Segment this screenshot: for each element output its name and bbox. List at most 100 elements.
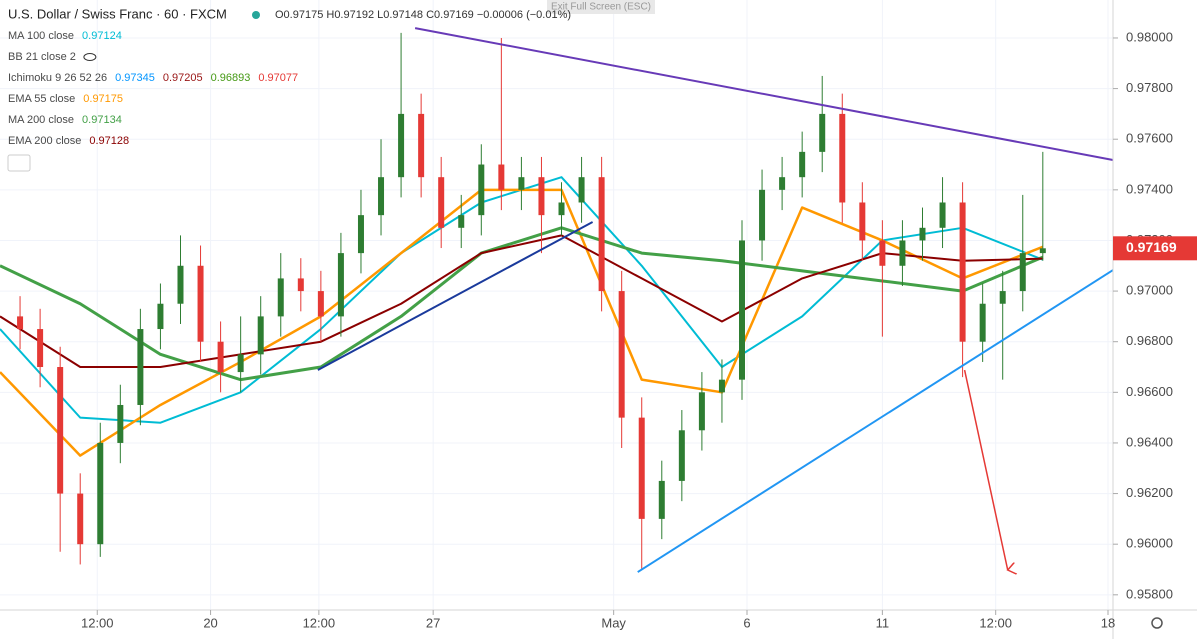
candle-body bbox=[899, 240, 906, 266]
indicator-line bbox=[0, 226, 1044, 382]
candle-body bbox=[779, 177, 786, 190]
legend-name: MA 100 close bbox=[8, 30, 74, 42]
candle-body bbox=[939, 202, 946, 228]
y-tick-label: 0.98000 bbox=[1126, 29, 1173, 44]
candle-body bbox=[77, 493, 84, 545]
candle-body bbox=[618, 291, 625, 418]
legend: MA 100 close 0.97124 BB 21 close 2 Ichimoku… bbox=[8, 30, 298, 147]
plot bbox=[0, 27, 1114, 573]
candle-body bbox=[97, 442, 104, 545]
candle-body bbox=[418, 113, 425, 178]
y-tick-label: 0.97000 bbox=[1126, 283, 1173, 298]
candle-body bbox=[197, 265, 204, 342]
symbol-title: U.S. Dollar / Swiss Franc · 60 · FXCM bbox=[8, 6, 227, 21]
y-tick-label: 0.96400 bbox=[1126, 434, 1173, 449]
candle-body bbox=[498, 164, 505, 190]
legend-value: 0.97124 bbox=[82, 30, 122, 42]
legend-value: 0.96893 bbox=[211, 72, 251, 84]
x-tick-label: 20 bbox=[203, 615, 217, 630]
candle-body bbox=[317, 291, 324, 317]
y-tick-label: 0.97400 bbox=[1126, 181, 1173, 196]
candle-body bbox=[117, 404, 124, 443]
candle-body bbox=[458, 215, 465, 228]
candle-body bbox=[177, 265, 184, 304]
y-tick-label: 0.95800 bbox=[1126, 586, 1173, 601]
arrow bbox=[963, 369, 1008, 570]
ohlc: O0.97175 H0.97192 L0.97148 C0.97169 −0.0… bbox=[275, 9, 571, 21]
x-tick-label: 27 bbox=[426, 615, 440, 630]
candle-body bbox=[839, 113, 846, 203]
legend-name: Ichimoku 9 26 52 26 bbox=[8, 72, 107, 84]
y-tick-label: 0.96200 bbox=[1126, 485, 1173, 500]
candle-body bbox=[277, 278, 284, 317]
x-tick-label: 12:00 bbox=[979, 615, 1012, 630]
candle-body bbox=[759, 189, 766, 241]
legend-value: 0.97345 bbox=[115, 72, 155, 84]
candle-body bbox=[739, 240, 745, 380]
y-tick-label: 0.96000 bbox=[1126, 536, 1173, 551]
legend-name: BB 21 close 2 bbox=[8, 51, 76, 63]
x-tick-label: 12:00 bbox=[81, 615, 114, 630]
indicator-line bbox=[0, 188, 1044, 457]
candle-body bbox=[959, 202, 966, 342]
trend-line bbox=[317, 221, 594, 371]
axes: 0.95800 0.96000 0.96200 0.96400 0.96600 0.968… bbox=[81, 29, 1197, 630]
candle-body bbox=[337, 253, 344, 317]
candle-body bbox=[157, 303, 164, 330]
candle-body bbox=[297, 278, 304, 292]
candle-body bbox=[859, 202, 866, 241]
candle-body bbox=[217, 341, 224, 373]
candle-body bbox=[37, 329, 44, 368]
candle-body bbox=[658, 480, 665, 519]
last-price-box bbox=[1113, 236, 1197, 261]
x-tick-label: 18 bbox=[1101, 615, 1115, 630]
settings-icon[interactable] bbox=[1151, 617, 1163, 629]
candle-body bbox=[598, 177, 605, 292]
grid bbox=[0, 0, 1113, 610]
x-tick-label: 12:00 bbox=[303, 615, 336, 630]
legend-value: 0.97077 bbox=[258, 72, 298, 84]
candle-body bbox=[718, 379, 725, 393]
candle-body bbox=[919, 227, 926, 241]
legend-value: 0.97134 bbox=[82, 114, 122, 126]
collapse-button[interactable] bbox=[7, 154, 31, 172]
candle-body bbox=[538, 177, 545, 216]
tooltip-bg bbox=[547, 0, 655, 14]
legend-name: EMA 55 close bbox=[8, 93, 75, 105]
x-tick-label: May bbox=[601, 615, 626, 630]
candle-body bbox=[357, 215, 364, 254]
candle-body bbox=[558, 202, 565, 216]
candle-body bbox=[257, 316, 264, 355]
candle-body bbox=[979, 303, 986, 342]
candle-body bbox=[518, 177, 525, 190]
y-tick-label: 0.96800 bbox=[1126, 333, 1173, 348]
y-tick-label: 0.97600 bbox=[1126, 131, 1173, 146]
candle-body bbox=[57, 367, 64, 494]
x-tick-label: 6 bbox=[743, 615, 750, 630]
candle-body bbox=[1039, 248, 1046, 254]
candle-body bbox=[678, 430, 685, 481]
candle-body bbox=[698, 392, 705, 431]
candle-body bbox=[799, 151, 806, 178]
candle-body bbox=[438, 177, 445, 228]
candle-body bbox=[137, 329, 144, 405]
candle-body bbox=[879, 240, 886, 266]
trend-line bbox=[414, 27, 1114, 161]
candle-body bbox=[237, 354, 244, 373]
candle-body bbox=[17, 316, 24, 330]
candle-body bbox=[478, 164, 485, 216]
legend-name: EMA 200 close bbox=[8, 135, 81, 147]
indicator-line bbox=[0, 176, 1044, 424]
tooltip[interactable]: Exit Full Screen (ESC) bbox=[551, 2, 651, 13]
candle-body bbox=[819, 113, 826, 152]
y-tick-label: 0.96600 bbox=[1126, 384, 1173, 399]
y-tick-label: 0.97800 bbox=[1126, 80, 1173, 95]
candle-body bbox=[638, 417, 645, 519]
last-price-label: 0.97169 bbox=[1126, 239, 1177, 255]
trend-line bbox=[637, 269, 1114, 573]
legend-value: 0.97175 bbox=[83, 93, 123, 105]
indicator-line bbox=[0, 234, 1043, 369]
legend-name: MA 200 close bbox=[8, 114, 74, 126]
status-dot bbox=[252, 11, 260, 19]
